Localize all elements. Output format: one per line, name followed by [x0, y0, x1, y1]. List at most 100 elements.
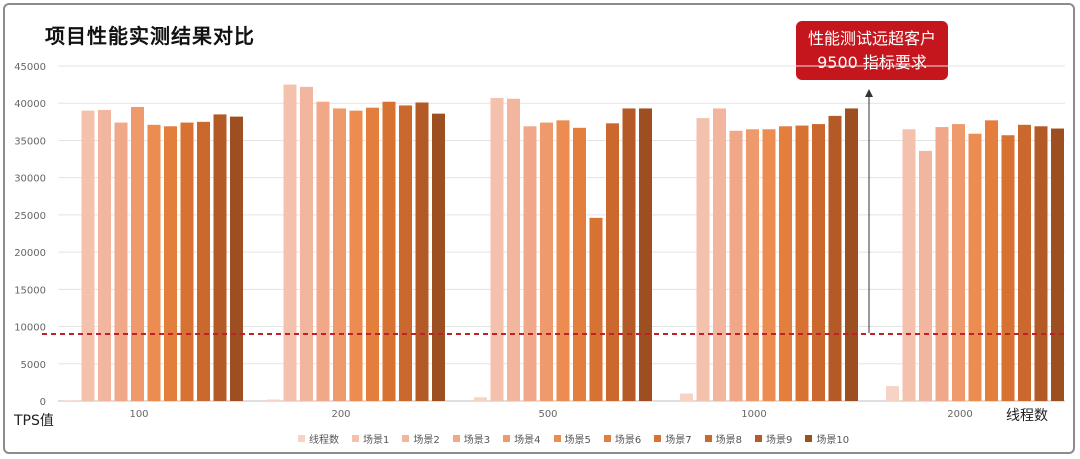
bar-场景6-500: [573, 127, 586, 402]
bar-线程数-1000: [680, 393, 693, 401]
legend-swatch: [298, 435, 305, 442]
bar-场景4-2000: [952, 124, 965, 402]
bar-场景5-200: [349, 110, 363, 402]
bar-场景1-2000: [902, 129, 916, 401]
bar-场景8-2000: [1018, 124, 1031, 402]
y-tick-label: 5000: [21, 360, 46, 371]
bar-线程数-2000: [886, 386, 899, 401]
x-tick-label: 200: [331, 409, 350, 420]
legend-label: 场景2: [413, 435, 440, 446]
y-tick-label: 30000: [14, 174, 46, 185]
legend-item: 线程数: [298, 431, 339, 446]
legend-label: 线程数: [309, 435, 339, 446]
bar-场景4-1000: [746, 129, 759, 401]
bar-场景3-200: [316, 101, 330, 401]
bar-场景10-1000: [845, 108, 858, 401]
bar-场景2-500: [507, 98, 520, 401]
legend-swatch: [352, 435, 359, 442]
bar-场景2-100: [98, 109, 111, 401]
bar-场景6-100: [164, 126, 177, 402]
bar-场景3-500: [523, 126, 537, 402]
y-tick-label: 15000: [14, 285, 46, 296]
legend-swatch: [553, 435, 561, 442]
legend-item: 场景1: [352, 431, 389, 446]
bar-场景6-200: [366, 107, 379, 401]
callout-line-1: 性能测试远超客户: [807, 28, 936, 48]
bar-场景5-100: [147, 124, 161, 402]
legend-label: 场景6: [614, 435, 642, 446]
y-tick-label: 40000: [14, 99, 46, 110]
bar-场景7-100: [180, 122, 194, 402]
bar-场景9-500: [622, 108, 636, 401]
legend-swatch: [755, 435, 762, 442]
legend-swatch: [452, 435, 460, 442]
legend-item: 场景4: [503, 431, 541, 446]
bar-场景9-200: [415, 102, 429, 401]
bar-场景2-2000: [919, 150, 932, 401]
bar-线程数-100: [65, 400, 78, 401]
bar-场景9-100: [213, 114, 227, 401]
y-tick-label: 20000: [14, 248, 46, 259]
legend-label: 场景7: [665, 435, 692, 446]
legend-swatch: [805, 435, 813, 442]
bar-场景2-1000: [713, 108, 726, 401]
bar-场景7-2000: [1001, 135, 1015, 401]
legend-label: 场景9: [766, 435, 793, 446]
bar-线程数-500: [474, 397, 487, 401]
bar-场景1-200: [283, 84, 297, 401]
legend-swatch: [654, 435, 662, 442]
legend-swatch: [503, 435, 511, 442]
bar-场景4-100: [131, 106, 144, 401]
bar-场景1-500: [490, 98, 504, 401]
bar-场景10-500: [639, 108, 652, 401]
callout-arrowhead: [865, 89, 873, 97]
y-tick-label: 10000: [14, 323, 46, 334]
legend-item: 场景9: [755, 431, 792, 446]
legend-swatch: [603, 435, 611, 442]
bar-场景9-2000: [1034, 126, 1048, 402]
bar-场景1-100: [81, 110, 95, 402]
bar-场景3-2000: [935, 127, 949, 402]
x-tick-label: 500: [538, 409, 557, 420]
bar-场景7-200: [382, 101, 396, 401]
y-tick-label: 35000: [14, 136, 46, 147]
bar-场景1-1000: [696, 118, 710, 401]
callout-badge: 性能测试远超客户 9500 指标要求: [796, 21, 948, 80]
bar-线程数-200: [267, 399, 280, 401]
legend-item: 场景8: [704, 431, 742, 446]
bar-场景10-200: [432, 113, 445, 402]
bar-场景8-100: [197, 121, 210, 401]
legend-label: 场景4: [514, 435, 541, 446]
y-tick-label: 0: [40, 397, 46, 408]
legend-label: 场景10: [816, 435, 850, 446]
x-axis-label: 线程数: [1006, 408, 1048, 424]
legend-label: 场景8: [715, 435, 742, 446]
legend-item: 场景10: [805, 431, 849, 446]
x-tick-label: 2000: [947, 409, 972, 420]
bar-场景10-100: [230, 116, 243, 401]
callout-line-2: 9500 指标要求: [817, 52, 927, 72]
bar-场景7-1000: [795, 125, 809, 402]
x-tick-label: 1000: [741, 409, 766, 420]
legend-swatch: [402, 435, 410, 442]
legend-item: 场景7: [654, 431, 692, 446]
y-tick-label: 25000: [14, 211, 46, 222]
bar-场景3-1000: [729, 130, 743, 401]
legend-item: 场景5: [553, 431, 591, 446]
legend-label: 场景3: [463, 435, 491, 446]
bar-场景5-1000: [762, 129, 776, 401]
bar-场景6-1000: [779, 126, 792, 402]
chart-legend: 线程数 场景1 场景2 场景3 场景4 场景5 场景6 场景7 场景8 场景9 场景10: [298, 431, 849, 446]
bar-场景7-500: [589, 217, 603, 401]
bar-场景8-1000: [812, 124, 825, 402]
y-tick-label: 45000: [14, 62, 46, 73]
legend-label: 场景5: [564, 435, 591, 446]
bar-场景5-500: [556, 120, 570, 401]
bar-场景4-200: [333, 108, 346, 401]
bar-场景8-500: [606, 123, 619, 402]
bar-场景5-2000: [968, 133, 982, 401]
legend-item: 场景2: [402, 431, 440, 446]
legend-label: 场景1: [363, 435, 390, 446]
bar-场景4-500: [540, 122, 553, 402]
